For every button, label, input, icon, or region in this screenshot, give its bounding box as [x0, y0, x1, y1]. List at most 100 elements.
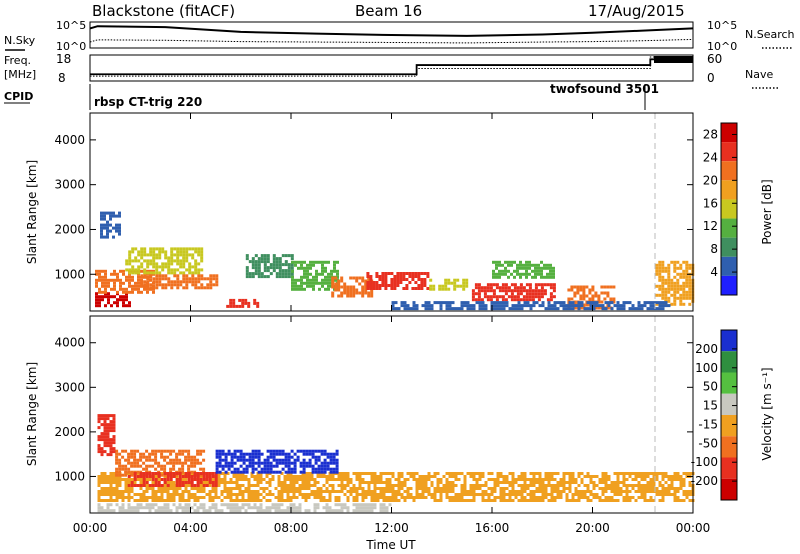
velocity-cell — [320, 467, 324, 471]
velocity-cell — [382, 490, 386, 493]
velocity-cell — [394, 484, 398, 487]
velocity-cell — [268, 499, 272, 502]
power-cell — [658, 260, 662, 264]
velocity-cell — [682, 499, 686, 502]
power-cell — [513, 289, 517, 293]
velocity-cell — [526, 493, 530, 496]
power-cell — [585, 285, 589, 289]
velocity-cell — [307, 472, 311, 475]
velocity-cell — [139, 499, 143, 502]
velocity-cell — [118, 484, 122, 487]
velocity-cell — [136, 493, 140, 496]
velocity-cell — [661, 496, 665, 499]
velocity-cell — [181, 475, 185, 478]
velocity-cell — [133, 449, 137, 453]
velocity-cell — [316, 496, 320, 499]
velocity-cell — [541, 499, 545, 502]
power-cell — [197, 253, 201, 257]
velocity-cell — [238, 509, 242, 513]
power-cell — [164, 274, 168, 278]
power-cell — [107, 298, 110, 302]
velocity-cell — [320, 452, 324, 456]
power-cell — [312, 287, 315, 291]
velocity-cell — [245, 464, 249, 468]
velocity-cell — [445, 490, 449, 493]
velocity-cell — [577, 475, 581, 478]
velocity-cell — [538, 490, 542, 493]
power-cell — [194, 259, 198, 263]
power-cell — [369, 278, 373, 281]
power-cell — [170, 268, 174, 272]
velocity-cell — [160, 487, 164, 490]
velocity-heatmap — [97, 414, 695, 513]
velocity-cell — [673, 478, 677, 481]
power-cell — [673, 281, 677, 285]
velocity-cell — [586, 472, 590, 475]
power-cell — [679, 287, 683, 291]
velocity-cell — [256, 478, 260, 481]
power-cell — [543, 263, 546, 267]
velocity-cell — [517, 490, 521, 493]
velocity-cell — [526, 499, 530, 502]
velocity-cell — [133, 509, 137, 513]
velocity-cell — [175, 506, 179, 510]
velocity-cell — [157, 472, 161, 475]
power-cell — [547, 301, 551, 305]
velocity-cell — [317, 464, 321, 468]
velocity-cell — [403, 490, 407, 493]
power-cell — [137, 268, 141, 272]
velocity-cell — [346, 496, 350, 499]
power-cell — [327, 260, 330, 264]
velocity-cell — [248, 458, 252, 462]
velocity-cell — [166, 472, 170, 475]
power-cell — [661, 263, 665, 267]
velocity-cell — [208, 484, 212, 487]
velocity-cell — [311, 464, 315, 468]
power-cell — [149, 286, 153, 290]
velocity-cell — [355, 490, 359, 493]
power-cell — [197, 268, 201, 272]
power-cell — [540, 266, 543, 270]
power-cell — [164, 286, 168, 290]
velocity-cell — [259, 487, 263, 490]
velocity-cell — [314, 455, 318, 459]
velocity-cell — [397, 487, 401, 490]
velocity-cell — [199, 490, 203, 493]
power-cell — [676, 272, 680, 276]
velocity-cell — [382, 496, 386, 499]
x-axis-label: Time UT — [365, 538, 416, 552]
velocity-cell — [376, 475, 380, 478]
velocity-cell — [109, 438, 113, 442]
velocity-cell — [451, 475, 455, 478]
velocity-cell — [298, 506, 302, 510]
power-cell — [327, 275, 330, 279]
velocity-cell — [214, 493, 218, 496]
velocity-cell — [103, 490, 107, 493]
velocity-cell — [241, 475, 245, 478]
power-cell — [340, 294, 344, 298]
power-cell — [685, 278, 689, 282]
velocity-cell — [218, 464, 222, 468]
power-cell — [472, 307, 476, 311]
power-cell — [128, 290, 131, 294]
power-cell — [670, 302, 674, 306]
nave-series-line — [90, 56, 693, 77]
velocity-cell — [251, 449, 255, 453]
velocity-cell — [202, 481, 206, 484]
velocity-cell — [208, 490, 212, 493]
velocity-cell — [124, 470, 128, 474]
velocity-cell — [157, 481, 161, 484]
power-cell — [679, 272, 683, 276]
velocity-cell — [385, 496, 389, 499]
velocity-cell — [112, 423, 116, 427]
power-cell — [200, 247, 204, 251]
power-cell — [284, 260, 288, 264]
velocity-cell — [208, 496, 212, 499]
velocity-cell — [154, 478, 158, 481]
velocity-cell — [160, 506, 164, 510]
power-cell — [188, 253, 192, 257]
power-cell — [143, 274, 147, 278]
power-cell — [573, 300, 577, 304]
power-cell — [119, 287, 122, 291]
power-cell — [528, 298, 532, 302]
